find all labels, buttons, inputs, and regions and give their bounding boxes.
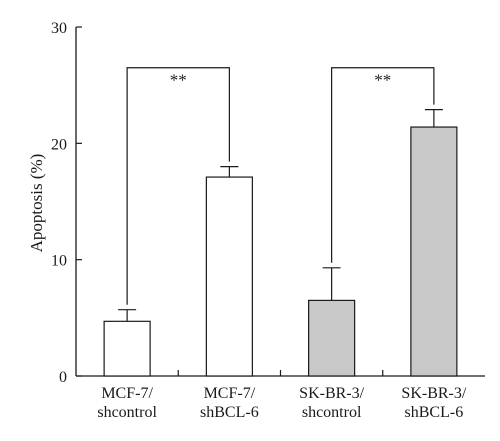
y-tick-label: 30: [51, 20, 67, 37]
bar: [205, 176, 253, 377]
significance-bracket: [126, 67, 230, 305]
y-axis-label: Apoptosis (%): [27, 154, 46, 253]
x-tick-label: shBCL-6: [200, 404, 259, 421]
tick-labels: 0 10 20 30 MCF-7/shcontrol MCF-7/shBCL-6 SK-BR…: [51, 20, 467, 421]
error-bars: [118, 108, 443, 322]
x-tick-label: MCF-7/: [204, 385, 256, 402]
y-tick-label: 20: [51, 136, 67, 153]
x-tick-label: shcontrol: [97, 404, 157, 421]
x-tick-label: SK-BR-3/: [299, 385, 364, 402]
y-tick-label: 10: [51, 253, 67, 270]
bar: [308, 299, 356, 377]
x-tick-label: MCF-7/: [101, 385, 153, 402]
bar: [410, 126, 458, 377]
significance-label: **: [170, 71, 187, 90]
significance-brackets: ** **: [126, 67, 435, 305]
x-tick-label: SK-BR-3/: [401, 385, 466, 402]
bar: [103, 320, 151, 377]
significance-bracket: [331, 67, 435, 263]
x-tick-label: shcontrol: [302, 404, 362, 421]
significance-label: **: [374, 71, 391, 90]
x-tick-label: shBCL-6: [405, 404, 464, 421]
y-tick-label: 0: [59, 369, 67, 386]
bars: [103, 126, 458, 377]
